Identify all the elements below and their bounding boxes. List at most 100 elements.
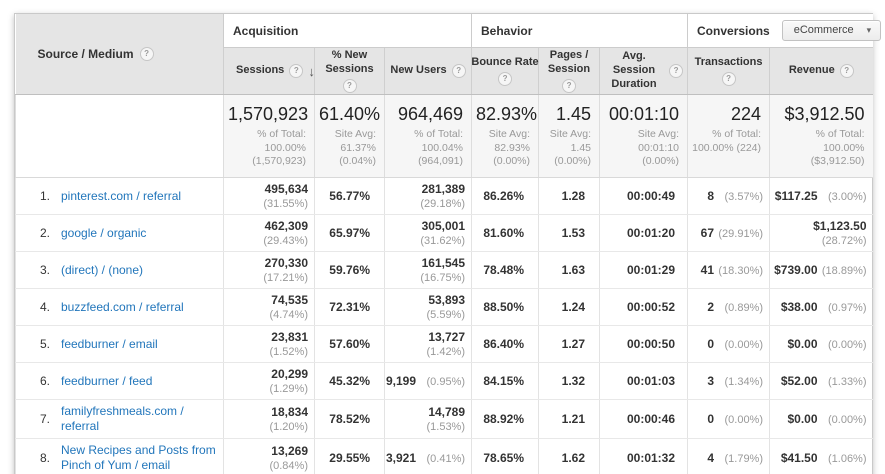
column-header-transactions[interactable]: Transactions ? [687, 47, 770, 95]
revenue-value: $739.00 [774, 263, 818, 277]
revenue-label: Revenue [788, 64, 835, 77]
column-header-pages-session[interactable]: Pages / Session ? [538, 47, 600, 95]
help-icon[interactable]: ? [342, 79, 357, 94]
cell-transactions: 0 (0.00%) [687, 399, 770, 439]
avg-session-duration-value: 00:00:52 [626, 300, 676, 314]
column-header-bounce-rate[interactable]: Bounce Rate ? [471, 47, 539, 95]
cell-avg-session-duration: 00:01:03 [599, 362, 688, 400]
pages-session-value: 1.63 [561, 263, 586, 277]
transactions-value: 0 [707, 337, 715, 351]
dropdown-caret-icon: ▾ [866, 24, 872, 35]
help-icon[interactable]: ? [562, 79, 577, 94]
ecommerce-dropdown[interactable]: eCommerce ▾ [781, 20, 882, 41]
source-medium-link[interactable]: feedburner / email [61, 336, 158, 351]
pages-session-value: 1.32 [561, 374, 586, 388]
source-medium-link[interactable]: (direct) / (none) [61, 262, 144, 277]
group-header-behavior: Behavior [471, 14, 688, 48]
column-header-avg-session-duration[interactable]: Avg. Session Duration ? [599, 47, 688, 95]
sessions-value: 74,535 [271, 293, 308, 307]
cell-sessions: 495,634 (31.55%) [223, 177, 315, 215]
transactions-value: 4 [707, 451, 715, 465]
revenue-percent: (18.89%) [821, 265, 867, 277]
cell-bounce-rate: 86.40% [471, 325, 539, 363]
source-medium-link[interactable]: familyfreshmeals.com / referral [61, 404, 184, 433]
avg-session-duration-value: 00:01:29 [626, 263, 676, 277]
bounce-rate-value: 84.15% [483, 374, 525, 388]
source-medium-link[interactable]: New Recipes and Posts from Pinch of Yum … [61, 443, 216, 472]
sort-descending-icon: ↓ [308, 63, 315, 79]
help-icon[interactable]: ? [721, 72, 736, 87]
new-users-percent: (31.62%) [420, 235, 466, 247]
cell-bounce-rate: 78.48% [471, 251, 539, 289]
source-medium-link[interactable]: pinterest.com / referral [61, 188, 182, 203]
help-icon[interactable]: ? [669, 64, 684, 78]
cell-sessions: 18,834 (1.20%) [223, 399, 315, 439]
cell-pages-session: 1.63 [538, 251, 600, 289]
totals-new-users-sub: % of Total: 100.04% (964,091) [414, 128, 464, 168]
cell-source-medium: 6. feedburner / feed [15, 362, 224, 400]
cell-source-medium: 1. pinterest.com / referral [15, 177, 224, 215]
new-users-percent: (1.53%) [426, 421, 466, 433]
table-row: 7. familyfreshmeals.com / referral 18,83… [15, 399, 873, 439]
cell-pages-session: 1.53 [538, 214, 600, 252]
new-sessions-label: % New Sessions [325, 48, 374, 75]
help-icon[interactable]: ? [839, 64, 854, 78]
source-medium-link[interactable]: buzzfeed.com / referral [61, 299, 184, 314]
column-header-revenue[interactable]: Revenue ? [769, 47, 873, 95]
totals-pages-session: 1.45 Site Avg: 1.45 (0.00%) [538, 94, 600, 178]
column-header-new-users[interactable]: New Users ? [383, 47, 472, 95]
cell-new-sessions: 78.52% [314, 399, 385, 439]
sessions-percent: (17.21%) [263, 272, 308, 284]
revenue-value: $1,123.50 [813, 219, 867, 233]
cell-new-sessions: 29.55% [314, 438, 385, 474]
source-medium-link[interactable]: feedburner / feed [61, 373, 153, 388]
new-sessions-value: 45.32% [329, 374, 370, 388]
new-users-label: New Users [390, 64, 447, 77]
cell-avg-session-duration: 00:00:49 [599, 177, 688, 215]
revenue-percent: (1.06%) [827, 453, 867, 465]
column-header-new-sessions[interactable]: % New Sessions ? [314, 47, 385, 95]
behavior-label: Behavior [481, 23, 533, 38]
totals-pages-session-value: 1.45 [555, 104, 592, 124]
transactions-value: 8 [707, 189, 715, 203]
column-header-sessions[interactable]: Sessions ? ↓ [223, 47, 315, 95]
row-rank: 1. [39, 189, 50, 203]
cell-sessions: 13,269 (0.84%) [223, 438, 315, 474]
cell-new-sessions: 72.31% [314, 288, 385, 326]
totals-transactions-value: 224 [730, 104, 762, 124]
pages-session-value: 1.53 [561, 226, 586, 240]
avg-session-duration-value: 00:00:50 [626, 337, 676, 351]
pages-session-value: 1.21 [561, 412, 586, 426]
cell-new-users: 9,199 (0.95%) [383, 362, 472, 400]
cell-source-medium: 4. buzzfeed.com / referral [15, 288, 224, 326]
new-users-value: 13,727 [428, 330, 466, 344]
table-row: 8. New Recipes and Posts from Pinch of Y… [15, 438, 873, 474]
pages-session-label: Pages / Session [547, 48, 591, 75]
totals-new-users: 964,469 % of Total: 100.04% (964,091) [383, 94, 472, 178]
sessions-value: 495,634 [264, 182, 308, 196]
help-icon[interactable]: ? [498, 72, 513, 87]
revenue-value: $117.25 [774, 189, 818, 203]
revenue-value: $0.00 [787, 337, 818, 351]
totals-bounce-rate-sub: Site Avg: 82.93% (0.00%) [488, 128, 531, 168]
transactions-percent: (1.79%) [724, 453, 764, 465]
bounce-rate-value: 88.92% [483, 412, 525, 426]
source-medium-link[interactable]: google / organic [61, 225, 147, 240]
new-users-value: 9,199 [386, 374, 417, 388]
totals-transactions-sub: % of Total: 100.00% (224) [692, 128, 762, 154]
group-header-conversions: Conversions eCommerce ▾ [687, 14, 882, 48]
row-rank: 8. [39, 451, 50, 465]
help-icon[interactable]: ? [289, 64, 304, 78]
new-sessions-value: 78.52% [329, 412, 370, 426]
new-sessions-value: 72.31% [329, 300, 370, 314]
bounce-rate-value: 88.50% [483, 300, 525, 314]
conversions-label: Conversions [697, 23, 770, 38]
cell-transactions: 4 (1.79%) [687, 438, 770, 474]
help-icon[interactable]: ? [139, 47, 154, 61]
cell-source-medium: 7. familyfreshmeals.com / referral [15, 399, 224, 439]
column-header-source-medium[interactable]: Source / Medium ? [15, 14, 224, 95]
cell-bounce-rate: 78.65% [471, 438, 539, 474]
cell-new-sessions: 59.76% [314, 251, 385, 289]
header-metric-row: Sessions ? ↓ % New Sessions ? New [16, 47, 873, 95]
help-icon[interactable]: ? [451, 64, 466, 78]
